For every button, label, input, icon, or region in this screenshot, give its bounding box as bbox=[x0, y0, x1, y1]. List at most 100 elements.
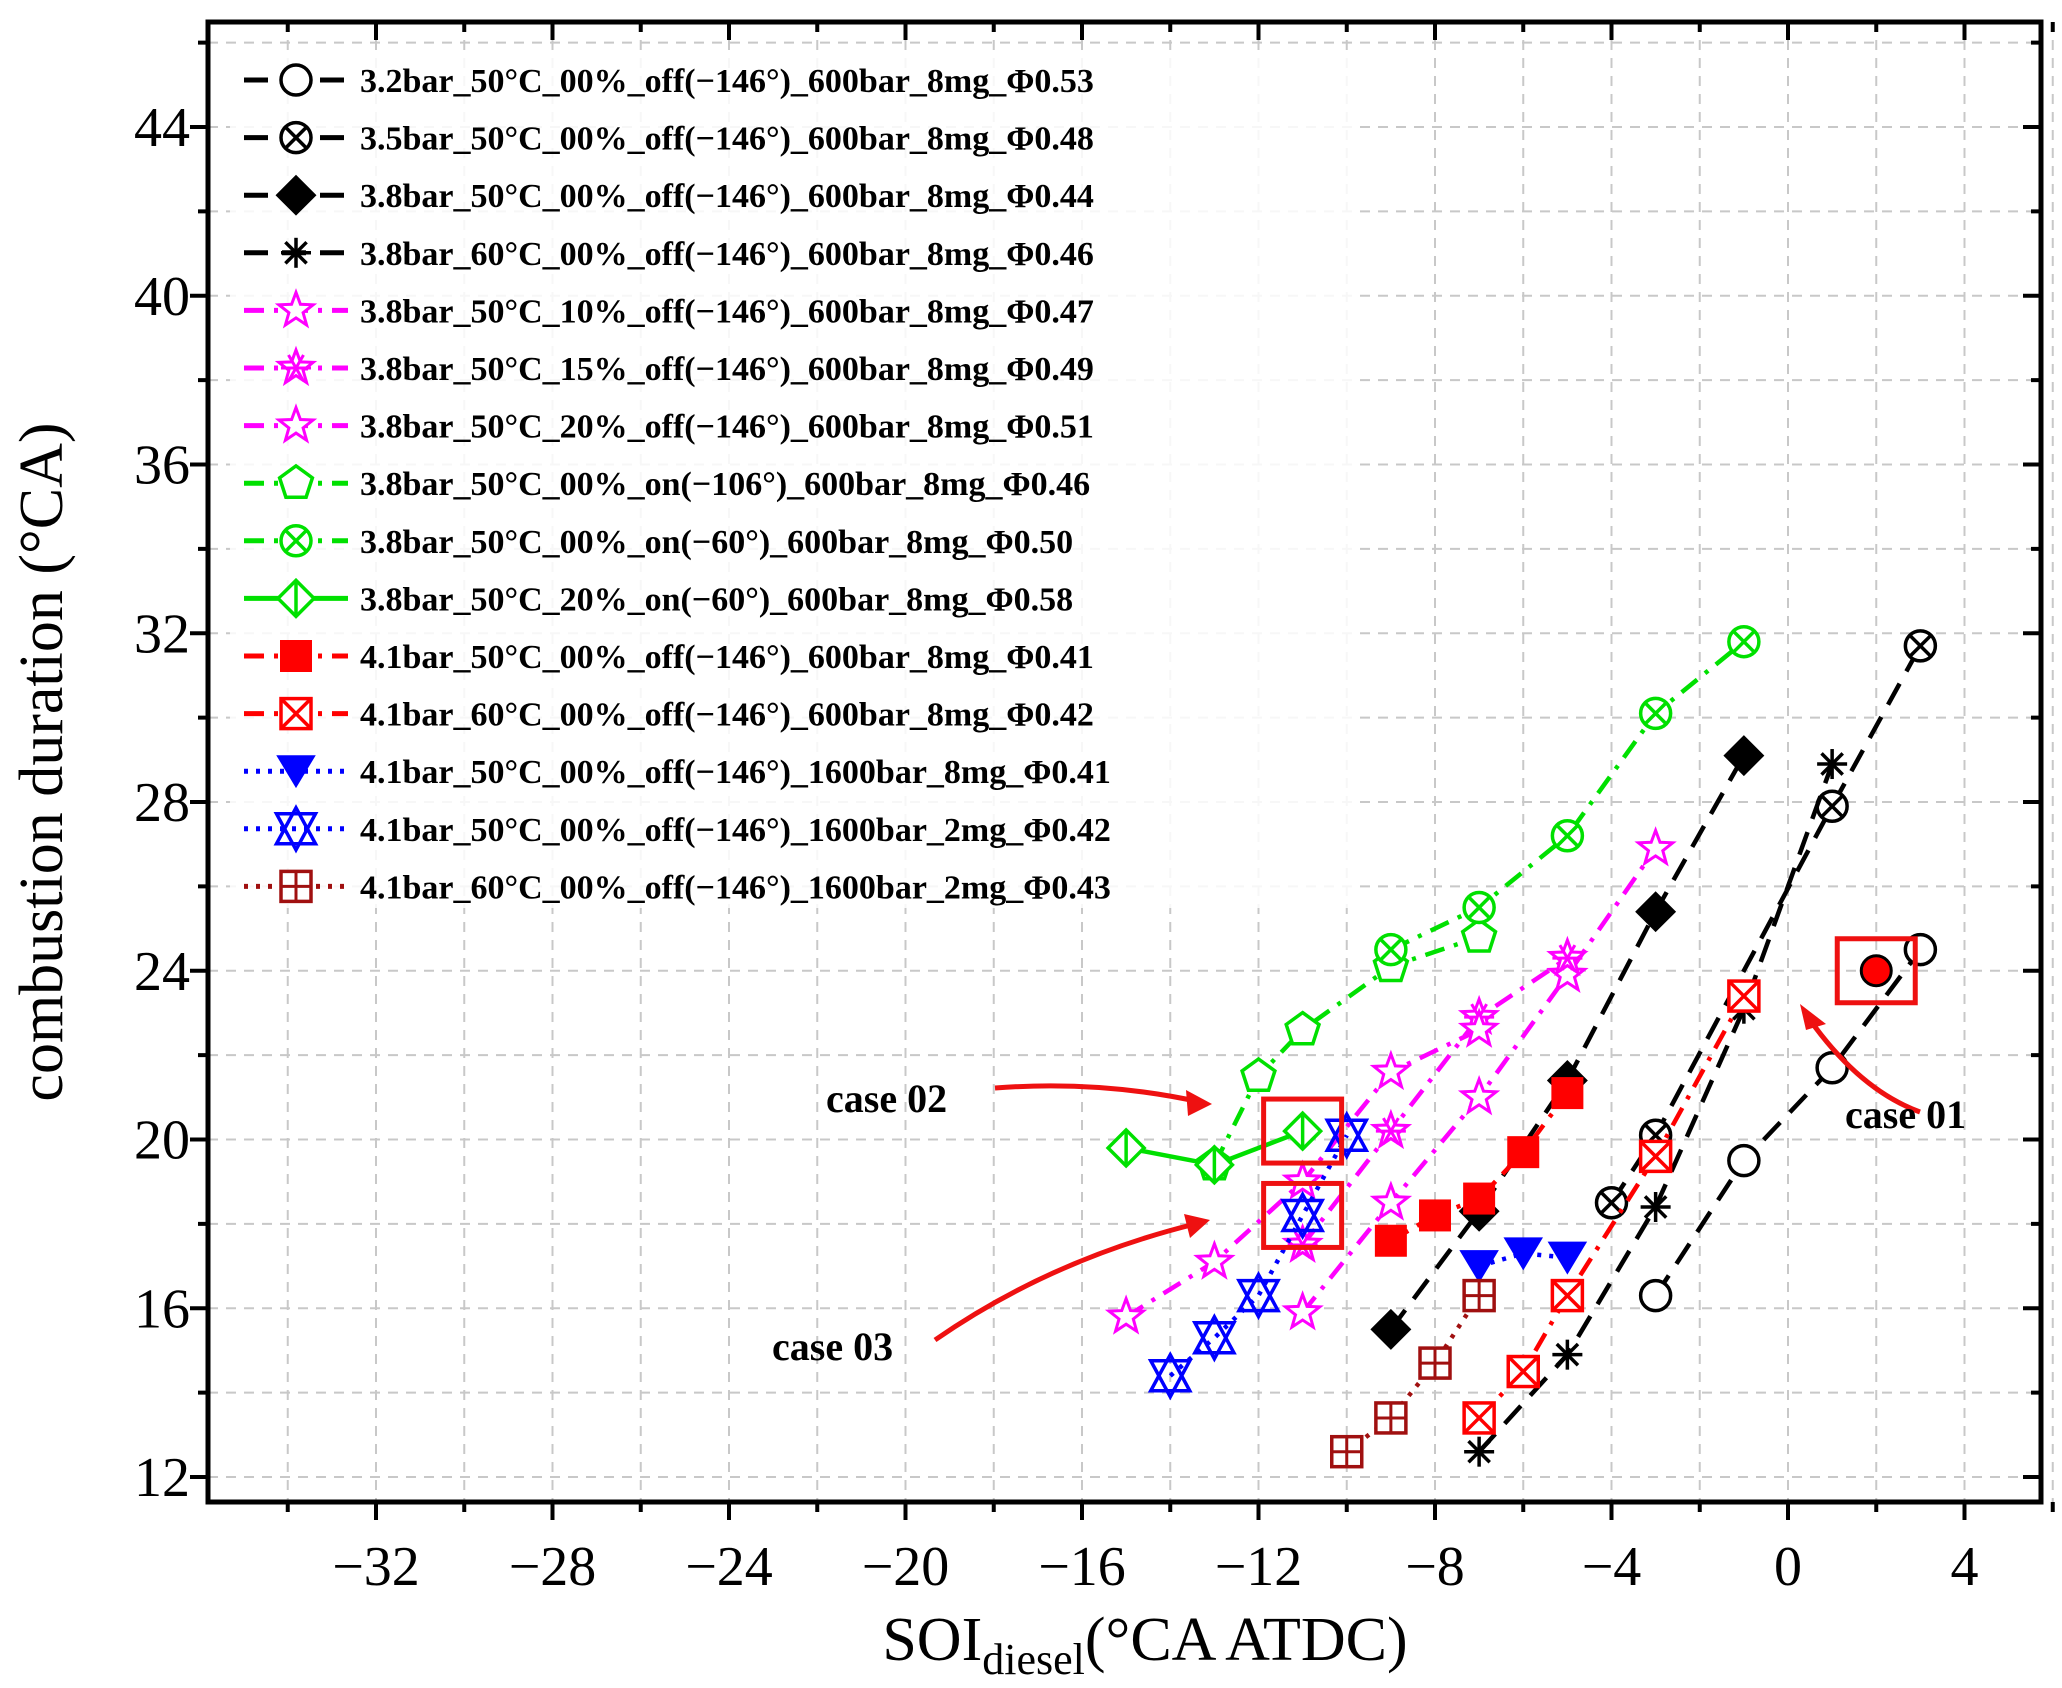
legend-entry: 3.2bar_50°C_00%_off(−146°)_600bar_8mg_Φ0… bbox=[244, 63, 1094, 100]
legend-marker bbox=[274, 345, 318, 387]
arrowhead-case-01 bbox=[1800, 1004, 1826, 1030]
annotations: case 01 case 02 case 03 bbox=[772, 936, 1966, 1369]
legend-label: 3.2bar_50°C_00%_off(−146°)_600bar_8mg_Φ0… bbox=[360, 63, 1094, 100]
series-7-point bbox=[1457, 1007, 1501, 1048]
y-tick-label: 40 bbox=[134, 266, 190, 328]
y-tick-label: 28 bbox=[134, 772, 190, 834]
annotation-label: case 02 bbox=[826, 1076, 947, 1121]
axis-ticks: −32 −28 −24 −20 −16 −12 −8 −4 0 4 12 16 20 24 28 32 36 40… bbox=[134, 22, 2055, 1598]
y-axis-title: combustion duration (°CA) bbox=[8, 422, 76, 1101]
series-3-point bbox=[1370, 1308, 1412, 1350]
arrowhead-case-03 bbox=[1184, 1214, 1210, 1238]
series-5-point bbox=[1281, 1290, 1324, 1331]
series-12 bbox=[1462, 979, 1761, 1435]
series-15-point bbox=[1330, 1434, 1364, 1469]
legend-label: 3.8bar_50°C_00%_off(−146°)_600bar_8mg_Φ0… bbox=[360, 178, 1094, 215]
legend-label: 4.1bar_50°C_00%_off(−146°)_1600bar_8mg_Φ… bbox=[360, 754, 1111, 791]
x-tick-label: −8 bbox=[1405, 1536, 1465, 1598]
legend-entry: 3.8bar_60°C_00%_off(−146°)_600bar_8mg_Φ0… bbox=[244, 236, 1094, 273]
series-11-point bbox=[1419, 1199, 1451, 1232]
legend-marker bbox=[279, 524, 313, 558]
series-9-point bbox=[1462, 890, 1496, 925]
series-13-point bbox=[1459, 1250, 1499, 1284]
legend-marker bbox=[274, 288, 318, 329]
series-15-point bbox=[1374, 1401, 1408, 1435]
legend-entry: 3.8bar_50°C_00%_on(−60°)_600bar_8mg_Φ0.5… bbox=[244, 524, 1073, 561]
legend-label: 3.8bar_50°C_20%_off(−146°)_600bar_8mg_Φ0… bbox=[360, 409, 1094, 446]
legend-label: 4.1bar_50°C_00%_off(−146°)_1600bar_2mg_Φ… bbox=[360, 812, 1111, 849]
arrowhead-case-02 bbox=[1186, 1090, 1212, 1116]
legend-marker bbox=[273, 804, 319, 854]
series-2-point bbox=[1903, 629, 1938, 663]
series-7-point bbox=[1281, 1159, 1324, 1200]
series-7-point bbox=[1369, 1049, 1413, 1091]
series-10-point bbox=[1105, 1127, 1147, 1169]
x-tick-label: −32 bbox=[332, 1536, 420, 1598]
series-5-point bbox=[1546, 952, 1589, 993]
series-15 bbox=[1330, 1278, 1496, 1469]
series-15-point bbox=[1418, 1346, 1452, 1380]
legend-label: 3.8bar_50°C_20%_on(−60°)_600bar_8mg_Φ0.5… bbox=[360, 581, 1073, 618]
series-2-point bbox=[1815, 789, 1849, 823]
y-tick-label: 12 bbox=[134, 1447, 190, 1509]
series-11 bbox=[1374, 1077, 1584, 1257]
legend-marker bbox=[281, 237, 311, 268]
legend-entry: 4.1bar_50°C_00%_off(−146°)_1600bar_2mg_Φ… bbox=[244, 804, 1111, 854]
annotation-label: case 01 bbox=[1845, 1092, 1966, 1137]
legend-marker bbox=[279, 696, 313, 731]
series-6-line bbox=[1300, 956, 1569, 1247]
plot-frame bbox=[205, 19, 2044, 1505]
series-3-point bbox=[1723, 735, 1765, 777]
y-tick-label: 16 bbox=[134, 1278, 190, 1340]
series-15-line bbox=[1345, 1294, 1481, 1454]
legend-entry: 3.8bar_50°C_20%_on(−60°)_600bar_8mg_Φ0.5… bbox=[244, 577, 1073, 619]
legend-label: 3.8bar_50°C_10%_off(−146°)_600bar_8mg_Φ0… bbox=[360, 293, 1094, 330]
series-10-point bbox=[1193, 1144, 1235, 1186]
annotation-3: case 03 bbox=[772, 1180, 1345, 1369]
series-14-point bbox=[1324, 1110, 1370, 1160]
series-12-point bbox=[1506, 1354, 1540, 1389]
legend-entry: 3.8bar_50°C_10%_off(−146°)_600bar_8mg_Φ0… bbox=[244, 288, 1094, 330]
series-14-point bbox=[1191, 1313, 1237, 1363]
series-13-line bbox=[1478, 1251, 1568, 1269]
series-5-point bbox=[1634, 826, 1677, 867]
series-11-point bbox=[1463, 1182, 1496, 1215]
legend-marker bbox=[274, 403, 318, 444]
series-14-line bbox=[1168, 1134, 1349, 1378]
legend-label: 3.8bar_50°C_00%_on(−106°)_600bar_8mg_Φ0.… bbox=[360, 466, 1090, 503]
series-3-point bbox=[1635, 891, 1677, 933]
series-11-point bbox=[1374, 1224, 1407, 1257]
annotation-1: case 01 bbox=[1807, 936, 1966, 1137]
series-14 bbox=[1147, 1110, 1370, 1401]
series-14-point bbox=[1147, 1351, 1193, 1401]
series-6-point bbox=[1369, 1108, 1413, 1150]
legend-marker bbox=[280, 640, 312, 672]
x-tick-label: 4 bbox=[1951, 1536, 1979, 1598]
series-5-point bbox=[1369, 1180, 1413, 1221]
legend-entry: 4.1bar_50°C_00%_off(−146°)_600bar_8mg_Φ0… bbox=[244, 639, 1094, 676]
legend-label: 3.5bar_50°C_00%_off(−146°)_600bar_8mg_Φ0… bbox=[360, 121, 1094, 158]
series-1-line bbox=[1653, 948, 1923, 1297]
series-12-point bbox=[1638, 1139, 1673, 1174]
legend: 3.2bar_50°C_00%_off(−146°)_600bar_8mg_Φ0… bbox=[230, 50, 1360, 908]
series-9-point bbox=[1727, 624, 1761, 659]
x-tick-label: −24 bbox=[685, 1536, 773, 1598]
legend-label: 3.8bar_50°C_00%_on(−60°)_600bar_8mg_Φ0.5… bbox=[360, 524, 1073, 561]
highlight-point bbox=[1859, 954, 1893, 988]
series-9-point bbox=[1550, 819, 1585, 853]
series-5-point bbox=[1457, 1074, 1501, 1116]
annotation-arrow bbox=[1807, 1018, 1921, 1115]
series-9-point bbox=[1638, 696, 1673, 731]
series-4-point bbox=[1640, 1192, 1671, 1222]
series-12-point bbox=[1727, 979, 1761, 1013]
series-11-point bbox=[1507, 1136, 1540, 1169]
legend-marker bbox=[279, 869, 313, 904]
legend-label: 3.8bar_50°C_15%_off(−146°)_600bar_8mg_Φ0… bbox=[360, 351, 1094, 388]
legend-marker bbox=[275, 577, 317, 619]
series-6-point bbox=[1546, 935, 1589, 977]
x-tick-label: −28 bbox=[509, 1536, 597, 1598]
series-1 bbox=[1638, 932, 1938, 1313]
x-tick-label: 0 bbox=[1774, 1536, 1802, 1598]
series-1-point bbox=[1815, 1051, 1849, 1085]
legend-marker bbox=[277, 463, 315, 499]
